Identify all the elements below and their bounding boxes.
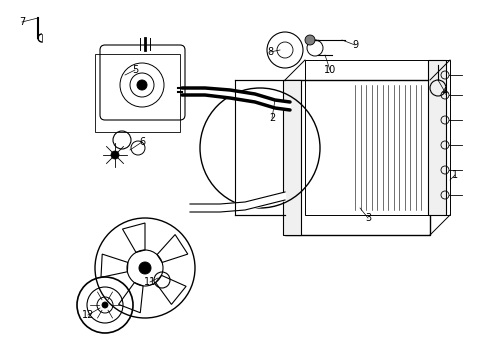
Text: 12: 12 (82, 310, 94, 320)
Text: 11: 11 (144, 277, 156, 287)
Bar (95, 54, 180, 132)
Circle shape (139, 262, 151, 274)
Text: 3: 3 (365, 213, 371, 223)
Text: 2: 2 (269, 113, 275, 123)
FancyBboxPatch shape (100, 45, 185, 120)
Circle shape (102, 302, 108, 308)
Text: 7: 7 (19, 17, 25, 27)
Text: 8: 8 (267, 47, 273, 57)
Bar (285, 80, 430, 235)
Bar (305, 60, 450, 215)
Circle shape (111, 151, 119, 159)
Bar (428, 60, 446, 215)
Text: 4: 4 (442, 87, 448, 97)
Circle shape (137, 80, 147, 90)
Circle shape (305, 35, 315, 45)
Text: 10: 10 (324, 65, 336, 75)
Text: 5: 5 (132, 65, 138, 75)
Bar (283, 80, 301, 235)
Text: 1: 1 (452, 170, 458, 180)
Text: 9: 9 (352, 40, 358, 50)
Text: 6: 6 (139, 137, 145, 147)
